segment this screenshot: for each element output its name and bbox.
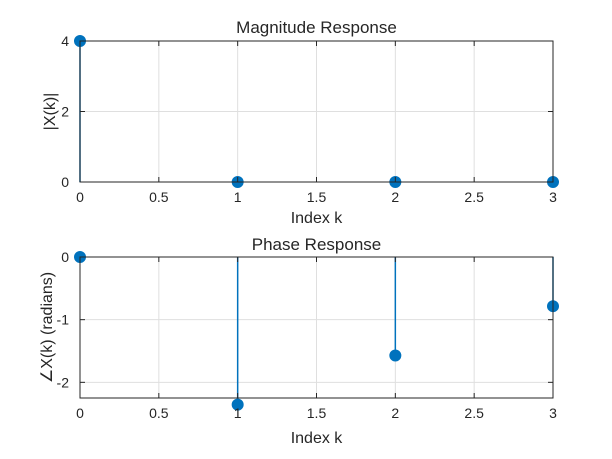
phase-y-tick-label: -1 [57,312,70,328]
magnitude-y-tick-label: 4 [61,33,69,49]
phase-title: Phase Response [252,235,381,254]
magnitude-x-tick-label: 2 [391,189,399,205]
magnitude-x-tick-label: 2.5 [464,189,484,205]
phase-x-tick-label: 2 [391,405,399,421]
phase-x-tick-label: 0 [76,405,84,421]
phase-x-tick-label: 2.5 [464,405,484,421]
phase-x-axis-label: Index k [291,430,344,447]
magnitude-x-tick-label: 1 [234,189,242,205]
magnitude-x-tick-label: 0 [76,189,84,205]
magnitude-y-tick-label: 2 [61,104,69,120]
phase-x-tick-label: 1.5 [307,405,327,421]
phase-stem-marker [389,349,402,362]
phase-y-axis-label: ∠X(k) (radians) [39,272,56,383]
magnitude-subplot: 0 0.5 1 1.5 2 2.5 3 0 2 4 Magnitude Response Inde… [42,18,559,227]
phase-x-tick-label: 0.5 [149,405,169,421]
magnitude-x-axis-label: Index k [291,210,344,227]
phase-subplot: 0 0.5 1 1.5 2 2.5 3 -2 -1 0 Phase Response Index … [39,235,559,447]
phase-ticks: 0 0.5 1 1.5 2 2.5 3 -2 -1 0 [57,249,558,421]
phase-y-tick-label: 0 [61,249,69,265]
magnitude-ticks: 0 0.5 1 1.5 2 2.5 3 0 2 4 [61,33,557,205]
magnitude-x-tick-label: 0.5 [149,189,169,205]
phase-x-tick-label: 3 [549,405,557,421]
magnitude-y-axis-label: |X(k)| [42,93,59,131]
phase-stem-marker [231,398,244,411]
magnitude-title: Magnitude Response [236,18,397,37]
magnitude-y-tick-label: 0 [61,174,69,190]
magnitude-x-tick-label: 1.5 [307,189,327,205]
magnitude-x-tick-label: 3 [549,189,557,205]
phase-y-tick-label: -2 [57,374,70,390]
phase-x-tick-label: 1 [234,405,242,421]
